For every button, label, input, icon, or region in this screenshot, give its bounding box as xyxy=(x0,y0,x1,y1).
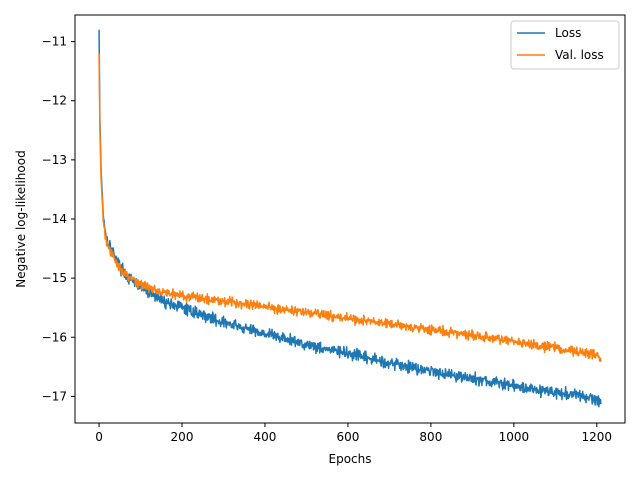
x-tick-label: 600 xyxy=(336,430,359,444)
y-axis-label: Negative log-likelihood xyxy=(14,150,28,287)
y-tick-label: −11 xyxy=(42,35,67,49)
x-axis-ticks: 0 200 400 600 800 1000 1200 xyxy=(95,423,612,444)
series-line-val-loss xyxy=(98,53,602,362)
y-tick-label: −13 xyxy=(42,153,67,167)
y-axis-ticks: −11 −12 −13 −14 −15 −16 −17 xyxy=(42,35,75,403)
y-tick-label: −15 xyxy=(42,271,67,285)
legend: Loss Val. loss xyxy=(510,20,620,70)
x-tick-label: 1000 xyxy=(499,430,530,444)
y-tick-label: −17 xyxy=(42,389,67,403)
x-tick-label: 200 xyxy=(171,430,194,444)
x-tick-label: 0 xyxy=(95,430,103,444)
x-tick-label: 1200 xyxy=(582,430,613,444)
series-layer xyxy=(98,29,602,408)
series-line-loss xyxy=(98,29,602,408)
y-tick-label: −16 xyxy=(42,330,67,344)
x-tick-label: 400 xyxy=(254,430,277,444)
legend-label-loss: Loss xyxy=(555,26,581,40)
y-tick-label: −14 xyxy=(42,212,67,226)
y-tick-label: −12 xyxy=(42,94,67,108)
x-axis-label: Epochs xyxy=(329,452,372,466)
legend-label-val-loss: Val. loss xyxy=(555,48,604,62)
x-tick-label: 800 xyxy=(419,430,442,444)
